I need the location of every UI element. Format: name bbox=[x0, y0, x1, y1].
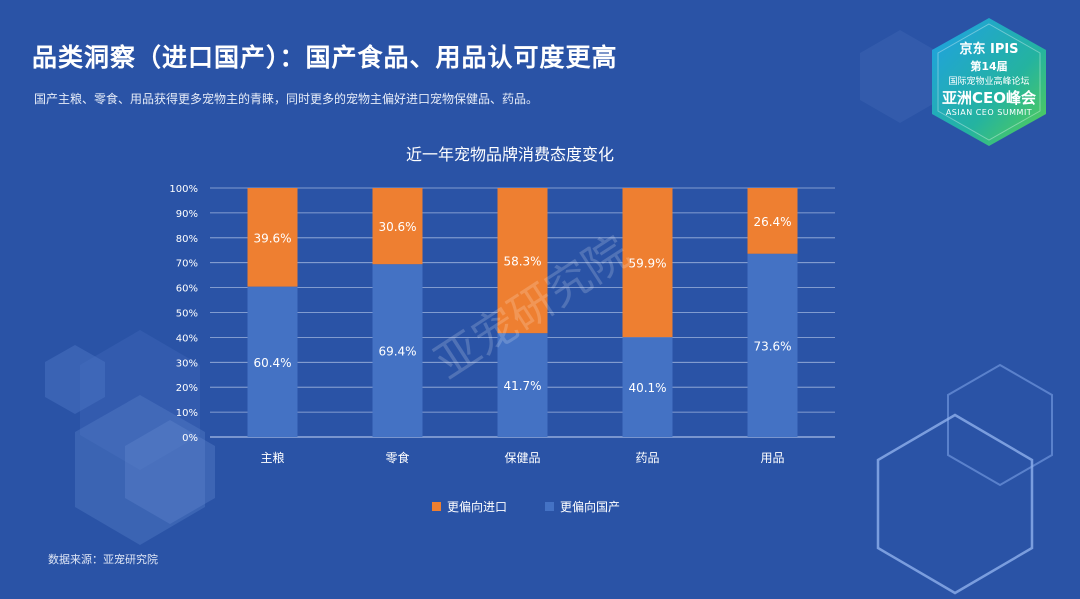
x-tick-label: 主粮 bbox=[260, 450, 284, 465]
summit-logo-badge: 京东 IPIS 第14届 国际宠物业高峰论坛 亚洲CEO峰会 ASIAN CEO… bbox=[930, 18, 1048, 146]
legend-swatch-domestic bbox=[545, 502, 555, 511]
bar-imported bbox=[747, 188, 798, 254]
y-tick-label: 0% bbox=[182, 433, 198, 444]
bar-imported bbox=[497, 188, 548, 334]
data-label-imported: 58.3% bbox=[503, 255, 541, 269]
badge-line4: 亚洲CEO峰会 bbox=[941, 89, 1036, 107]
badge-line1: 京东 IPIS bbox=[959, 42, 1019, 57]
page-title: 品类洞察（进口国产）：国产食品、用品认可度更高 bbox=[32, 43, 618, 72]
x-tick-label: 保健品 bbox=[504, 451, 540, 465]
data-label-domestic: 73.6% bbox=[753, 339, 791, 353]
bar-imported bbox=[247, 188, 298, 287]
x-tick-label: 零食 bbox=[385, 450, 409, 465]
bar-domestic bbox=[497, 333, 548, 437]
badge-line3: 国际宠物业高峰论坛 bbox=[948, 77, 1030, 87]
bar-domestic bbox=[372, 264, 423, 437]
page-subtitle: 国产主粮、零食、用品获得更多宠物主的青睐，同时更多的宠物主偏好进口宠物保健品、药… bbox=[34, 92, 539, 106]
legend-item-imported: 更偏向进口 bbox=[432, 498, 507, 515]
data-source-note: 数据来源：亚宠研究院 bbox=[48, 553, 158, 566]
y-tick-label: 80% bbox=[176, 234, 198, 245]
legend-label-imported: 更偏向进口 bbox=[447, 500, 508, 514]
data-label-imported: 26.4% bbox=[753, 215, 791, 229]
y-tick-label: 100% bbox=[169, 184, 198, 195]
data-label-imported: 59.9% bbox=[628, 257, 666, 271]
data-label-imported: 30.6% bbox=[378, 220, 416, 234]
y-tick-label: 90% bbox=[176, 209, 198, 220]
chart-legend: 更偏向进口 更偏向国产 bbox=[432, 498, 620, 515]
y-tick-label: 70% bbox=[176, 259, 198, 270]
legend-label-domestic: 更偏向国产 bbox=[560, 500, 621, 514]
data-label-domestic: 40.1% bbox=[628, 381, 666, 395]
y-tick-label: 60% bbox=[176, 284, 198, 295]
badge-line5: ASIAN CEO SUMMIT bbox=[945, 108, 1033, 117]
y-tick-label: 10% bbox=[176, 408, 198, 419]
data-label-domestic: 41.7% bbox=[503, 379, 541, 393]
y-tick-label: 30% bbox=[176, 358, 198, 369]
x-tick-label: 药品 bbox=[635, 451, 659, 465]
data-label-imported: 39.6% bbox=[253, 231, 291, 245]
bar-imported bbox=[372, 188, 423, 265]
bar-domestic bbox=[247, 286, 298, 437]
y-tick-label: 50% bbox=[176, 309, 198, 320]
legend-swatch-imported bbox=[432, 502, 441, 511]
y-tick-label: 20% bbox=[176, 383, 198, 394]
bar-domestic bbox=[622, 337, 673, 437]
chart-title: 近一年宠物品牌消费态度变化 bbox=[406, 145, 614, 164]
data-label-domestic: 60.4% bbox=[253, 356, 291, 370]
y-tick-label: 40% bbox=[176, 333, 198, 344]
bar-domestic bbox=[747, 253, 798, 437]
badge-hexagon-icon bbox=[932, 18, 1046, 146]
data-label-domestic: 69.4% bbox=[378, 345, 416, 359]
badge-line2: 第14届 bbox=[970, 60, 1008, 73]
x-tick-label: 用品 bbox=[760, 451, 784, 465]
bar-imported bbox=[622, 188, 673, 338]
legend-item-domestic: 更偏向国产 bbox=[545, 498, 620, 515]
